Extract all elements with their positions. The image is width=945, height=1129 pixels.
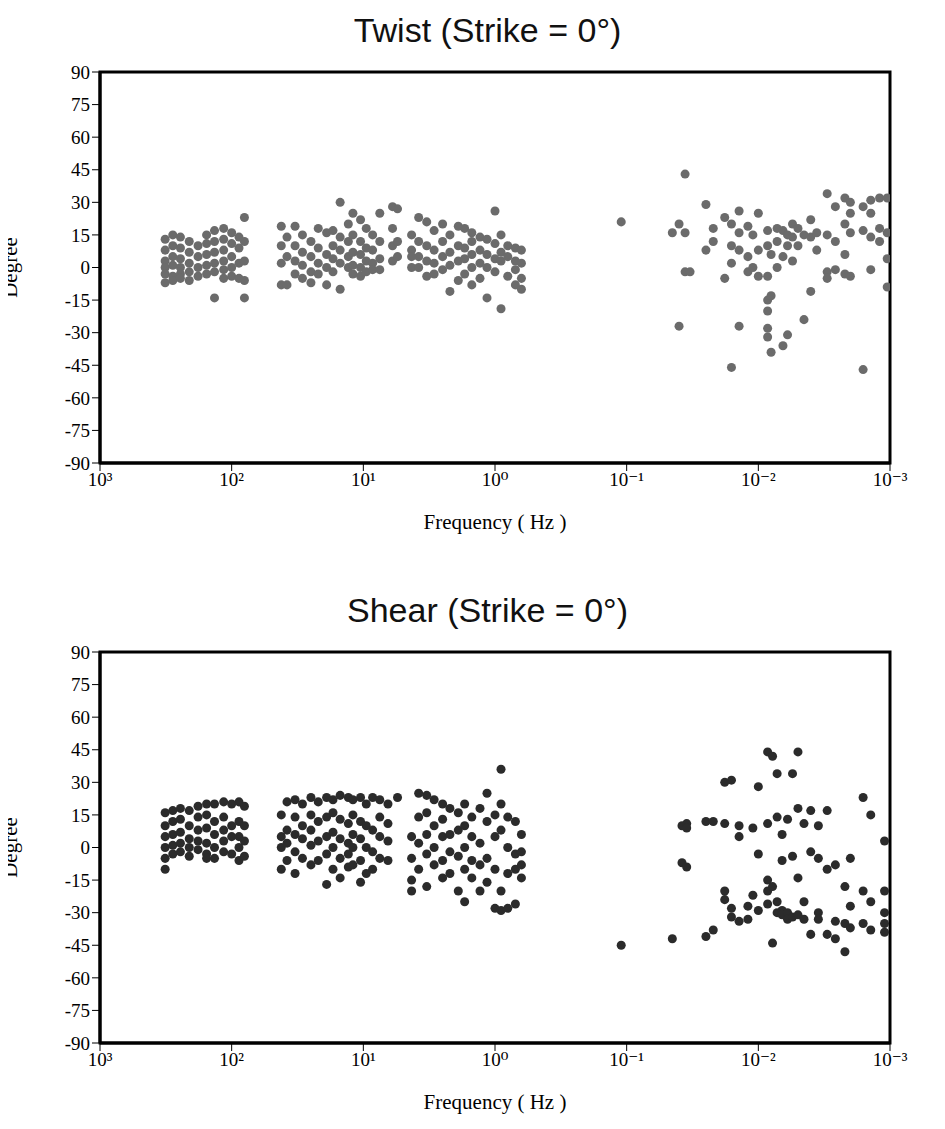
svg-text:60: 60 [71,127,90,148]
svg-text:10⁻³: 10⁻³ [873,1049,908,1070]
svg-text:0: 0 [81,837,91,858]
svg-text:60: 60 [71,707,90,728]
svg-text:10⁻³: 10⁻³ [873,469,908,490]
svg-text:15: 15 [71,805,90,826]
svg-text:45: 45 [71,159,90,180]
svg-text:10³: 10³ [88,469,113,490]
svg-text:Frequency ( Hz ): Frequency ( Hz ) [424,1090,567,1114]
svg-text:0: 0 [81,257,91,278]
svg-text:Frequency ( Hz ): Frequency ( Hz ) [424,510,567,534]
svg-text:-15: -15 [65,870,90,891]
svg-text:90: 90 [71,642,90,663]
svg-text:45: 45 [71,739,90,760]
svg-text:10⁰: 10⁰ [482,469,509,490]
html-text:Shear (Strike = 0°): Shear (Strike = 0°) [347,591,628,629]
svg-text:10³: 10³ [88,1049,113,1070]
svg-text:-45: -45 [65,355,90,376]
svg-text:10¹: 10¹ [351,469,376,490]
svg-text:-90: -90 [65,453,90,474]
svg-text:75: 75 [71,674,90,695]
svg-text:-60: -60 [65,388,90,409]
svg-text:-45: -45 [65,935,90,956]
svg-text:-75: -75 [65,1000,90,1021]
svg-text:-30: -30 [65,902,90,923]
svg-text:75: 75 [71,94,90,115]
svg-text:10⁻²: 10⁻² [741,1049,776,1070]
svg-text:-75: -75 [65,420,90,441]
svg-text:90: 90 [71,62,90,83]
svg-text:10⁻²: 10⁻² [741,469,776,490]
svg-text:10⁻¹: 10⁻¹ [609,1049,644,1070]
svg-text:30: 30 [71,192,90,213]
svg-text:-30: -30 [65,322,90,343]
svg-text:15: 15 [71,225,90,246]
svg-text:-60: -60 [65,968,90,989]
svg-text:30: 30 [71,772,90,793]
svg-text:10¹: 10¹ [351,1049,376,1070]
svg-text:10²: 10² [219,1049,244,1070]
svg-text:-15: -15 [65,290,90,311]
svg-text:-90: -90 [65,1033,90,1054]
html-text:Twist (Strike = 0°): Twist (Strike = 0°) [353,11,622,49]
svg-text:Degree: Degree [8,237,22,298]
svg-text:10²: 10² [219,469,244,490]
svg-text:10⁻¹: 10⁻¹ [609,469,644,490]
svg-text:Degree: Degree [8,817,22,878]
svg-text:10⁰: 10⁰ [482,1049,509,1070]
